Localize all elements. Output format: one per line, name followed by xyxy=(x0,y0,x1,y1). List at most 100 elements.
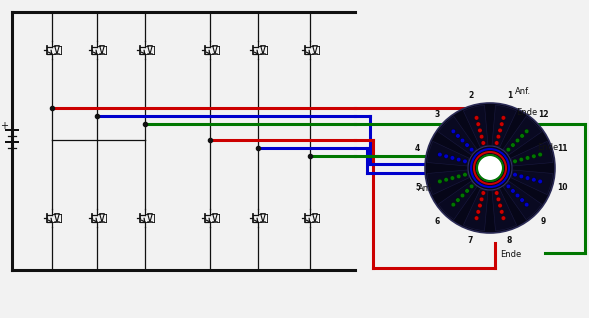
Wedge shape xyxy=(427,170,469,195)
Text: 12: 12 xyxy=(538,110,548,120)
Text: Anf.: Anf. xyxy=(514,87,531,96)
Circle shape xyxy=(524,129,529,134)
Circle shape xyxy=(456,157,461,162)
Circle shape xyxy=(477,155,503,181)
Text: Ende: Ende xyxy=(517,107,538,117)
Circle shape xyxy=(498,204,502,208)
Circle shape xyxy=(460,138,465,143)
Text: Ende: Ende xyxy=(500,250,521,259)
Circle shape xyxy=(450,156,455,160)
Circle shape xyxy=(481,141,485,145)
Text: 1: 1 xyxy=(507,91,512,100)
Circle shape xyxy=(479,135,484,139)
Text: 9: 9 xyxy=(541,217,545,225)
Wedge shape xyxy=(492,105,517,147)
Polygon shape xyxy=(313,46,317,54)
Polygon shape xyxy=(261,214,265,222)
Circle shape xyxy=(519,157,524,162)
Circle shape xyxy=(506,148,511,152)
Circle shape xyxy=(538,179,542,183)
Circle shape xyxy=(519,174,524,179)
Circle shape xyxy=(476,122,481,126)
Wedge shape xyxy=(427,142,469,166)
Circle shape xyxy=(465,143,469,147)
Circle shape xyxy=(450,176,455,180)
Polygon shape xyxy=(213,214,217,222)
Text: 7: 7 xyxy=(468,236,474,245)
Polygon shape xyxy=(55,46,59,54)
Circle shape xyxy=(478,128,482,133)
Wedge shape xyxy=(438,181,477,220)
Wedge shape xyxy=(492,189,517,231)
Circle shape xyxy=(515,193,519,198)
Circle shape xyxy=(511,189,515,193)
Wedge shape xyxy=(464,189,488,231)
Text: 3: 3 xyxy=(434,110,439,120)
Circle shape xyxy=(538,152,542,157)
Circle shape xyxy=(456,174,461,179)
Circle shape xyxy=(438,152,442,157)
Circle shape xyxy=(469,184,474,189)
Circle shape xyxy=(456,198,460,202)
Circle shape xyxy=(469,148,474,152)
Circle shape xyxy=(520,198,524,202)
Circle shape xyxy=(444,154,448,158)
Wedge shape xyxy=(503,181,542,220)
Circle shape xyxy=(479,197,484,202)
Circle shape xyxy=(532,154,536,158)
Circle shape xyxy=(474,116,479,120)
Polygon shape xyxy=(313,214,317,222)
Circle shape xyxy=(498,128,502,133)
Circle shape xyxy=(501,116,505,120)
Circle shape xyxy=(496,135,501,139)
Polygon shape xyxy=(100,214,104,222)
Text: 11: 11 xyxy=(557,144,568,153)
Circle shape xyxy=(438,179,442,183)
Circle shape xyxy=(511,143,515,147)
Polygon shape xyxy=(148,46,152,54)
Circle shape xyxy=(532,177,536,182)
Circle shape xyxy=(460,193,465,198)
Text: +: + xyxy=(0,121,8,131)
Circle shape xyxy=(499,210,504,214)
Circle shape xyxy=(495,141,499,145)
Text: 5: 5 xyxy=(415,183,420,192)
Text: 8: 8 xyxy=(507,236,512,245)
Circle shape xyxy=(474,216,479,220)
Polygon shape xyxy=(213,46,217,54)
Circle shape xyxy=(456,134,460,138)
Circle shape xyxy=(520,134,524,138)
Circle shape xyxy=(478,204,482,208)
Circle shape xyxy=(501,216,505,220)
Wedge shape xyxy=(464,105,488,147)
Text: 10: 10 xyxy=(557,183,568,192)
Circle shape xyxy=(481,191,485,195)
Polygon shape xyxy=(261,46,265,54)
Circle shape xyxy=(444,177,448,182)
Polygon shape xyxy=(55,214,59,222)
Wedge shape xyxy=(438,116,477,155)
Wedge shape xyxy=(511,142,552,166)
Circle shape xyxy=(463,159,467,163)
Text: Ende: Ende xyxy=(537,143,558,152)
Wedge shape xyxy=(511,170,552,195)
Circle shape xyxy=(513,172,517,177)
Circle shape xyxy=(451,203,455,207)
Text: 6: 6 xyxy=(434,217,439,225)
Circle shape xyxy=(524,203,529,207)
Circle shape xyxy=(476,210,481,214)
Circle shape xyxy=(495,191,499,195)
Circle shape xyxy=(451,129,455,134)
Circle shape xyxy=(515,138,519,143)
Circle shape xyxy=(465,189,469,193)
Circle shape xyxy=(513,159,517,163)
Text: 4: 4 xyxy=(415,144,420,153)
Text: Anf: Anf xyxy=(418,184,432,193)
Polygon shape xyxy=(148,214,152,222)
Circle shape xyxy=(468,146,512,190)
Circle shape xyxy=(525,176,530,180)
Polygon shape xyxy=(100,46,104,54)
Circle shape xyxy=(496,197,501,202)
Circle shape xyxy=(425,103,555,233)
Circle shape xyxy=(499,122,504,126)
